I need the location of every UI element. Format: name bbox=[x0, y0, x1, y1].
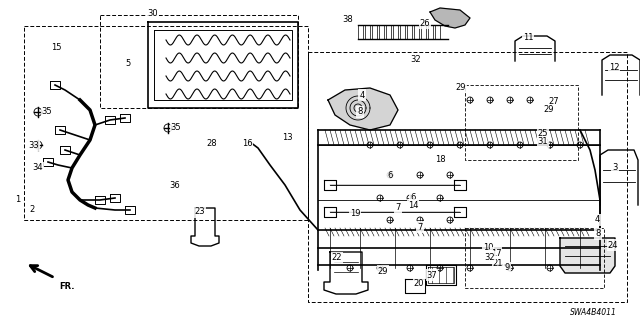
Text: 8: 8 bbox=[357, 108, 363, 116]
Text: 21: 21 bbox=[493, 258, 503, 268]
Text: 1: 1 bbox=[15, 196, 20, 204]
Text: 29: 29 bbox=[456, 83, 467, 92]
Text: 20: 20 bbox=[413, 279, 424, 288]
Text: 2: 2 bbox=[29, 205, 35, 214]
Text: 29: 29 bbox=[544, 106, 554, 115]
Text: 35: 35 bbox=[42, 108, 52, 116]
Text: 10: 10 bbox=[483, 242, 493, 251]
Text: 15: 15 bbox=[51, 43, 61, 53]
Text: 6: 6 bbox=[410, 194, 416, 203]
Text: 13: 13 bbox=[282, 132, 292, 142]
Text: 26: 26 bbox=[420, 19, 430, 27]
Text: 31: 31 bbox=[538, 137, 548, 146]
Text: 19: 19 bbox=[349, 210, 360, 219]
Text: 37: 37 bbox=[427, 271, 437, 279]
Text: 29: 29 bbox=[378, 266, 388, 276]
Text: 30: 30 bbox=[148, 10, 158, 19]
Text: 22: 22 bbox=[332, 254, 342, 263]
Text: 4: 4 bbox=[595, 216, 600, 225]
Text: 25: 25 bbox=[538, 129, 548, 137]
Text: SWA4B4011: SWA4B4011 bbox=[570, 308, 617, 317]
Text: 28: 28 bbox=[207, 138, 218, 147]
Text: 18: 18 bbox=[435, 155, 445, 165]
Text: 16: 16 bbox=[242, 138, 252, 147]
Text: 35: 35 bbox=[171, 123, 181, 132]
Text: 27: 27 bbox=[548, 98, 559, 107]
Text: 14: 14 bbox=[408, 201, 419, 210]
Text: 32: 32 bbox=[411, 56, 421, 64]
Text: 23: 23 bbox=[195, 207, 205, 217]
Polygon shape bbox=[328, 88, 398, 130]
Text: 24: 24 bbox=[608, 241, 618, 249]
Text: 7: 7 bbox=[417, 222, 422, 232]
Polygon shape bbox=[430, 8, 470, 28]
Polygon shape bbox=[560, 238, 615, 273]
Text: 6: 6 bbox=[387, 170, 393, 180]
Text: 34: 34 bbox=[33, 164, 44, 173]
Text: 12: 12 bbox=[609, 63, 620, 72]
Text: 9: 9 bbox=[504, 263, 509, 272]
Text: 3: 3 bbox=[612, 164, 618, 173]
Text: 4: 4 bbox=[360, 91, 365, 100]
Text: 11: 11 bbox=[523, 33, 533, 42]
Text: 5: 5 bbox=[125, 58, 131, 68]
Text: FR.: FR. bbox=[59, 282, 74, 291]
Text: 36: 36 bbox=[170, 181, 180, 189]
Text: 17: 17 bbox=[491, 249, 501, 257]
Text: 38: 38 bbox=[342, 16, 353, 25]
Text: 33: 33 bbox=[29, 140, 40, 150]
Text: 8: 8 bbox=[595, 229, 601, 239]
Text: 32: 32 bbox=[484, 253, 495, 262]
Text: 7: 7 bbox=[396, 204, 401, 212]
